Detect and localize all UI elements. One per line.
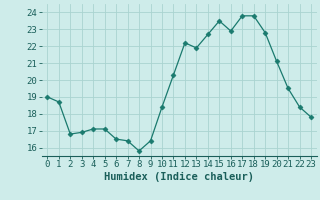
X-axis label: Humidex (Indice chaleur): Humidex (Indice chaleur) [104, 172, 254, 182]
